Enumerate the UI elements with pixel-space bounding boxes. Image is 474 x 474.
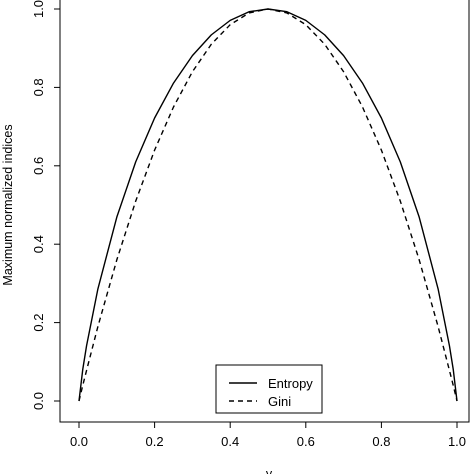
y-tick-label: 0.4 [31,235,46,253]
y-tick-label: 0.0 [31,392,46,410]
x-tick-label: 0.6 [297,434,315,449]
y-tick-label: 0.6 [31,157,46,175]
y-tick-label: 0.2 [31,314,46,332]
x-tick-label: 0.0 [70,434,88,449]
series-line-gini [78,8,458,402]
y-axis-title: Maximum normalized indices [1,124,15,285]
x-axis-title: y [266,467,273,474]
legend-box [215,364,323,414]
series-line-entropy [78,8,458,402]
plot-frame [59,0,470,423]
x-tick-label: 1.0 [448,434,466,449]
x-tick-label: 0.4 [221,434,239,449]
y-axis: 0.0 0.2 0.4 0.6 0.8 1.0 [31,0,61,410]
x-tick-label: 0.2 [146,434,164,449]
x-tick-label: 0.8 [372,434,390,449]
y-tick-label: 1.0 [31,0,46,18]
series-layer [78,8,458,402]
legend-entropy-label: Entropy [268,376,313,391]
plot-area [59,0,470,423]
legend-gini-label: Gini [268,394,291,409]
y-tick-label: 0.8 [31,78,46,96]
legend: Entropy Gini [215,364,323,414]
x-axis: 0.0 0.2 0.4 0.6 0.8 1.0 [70,421,466,449]
